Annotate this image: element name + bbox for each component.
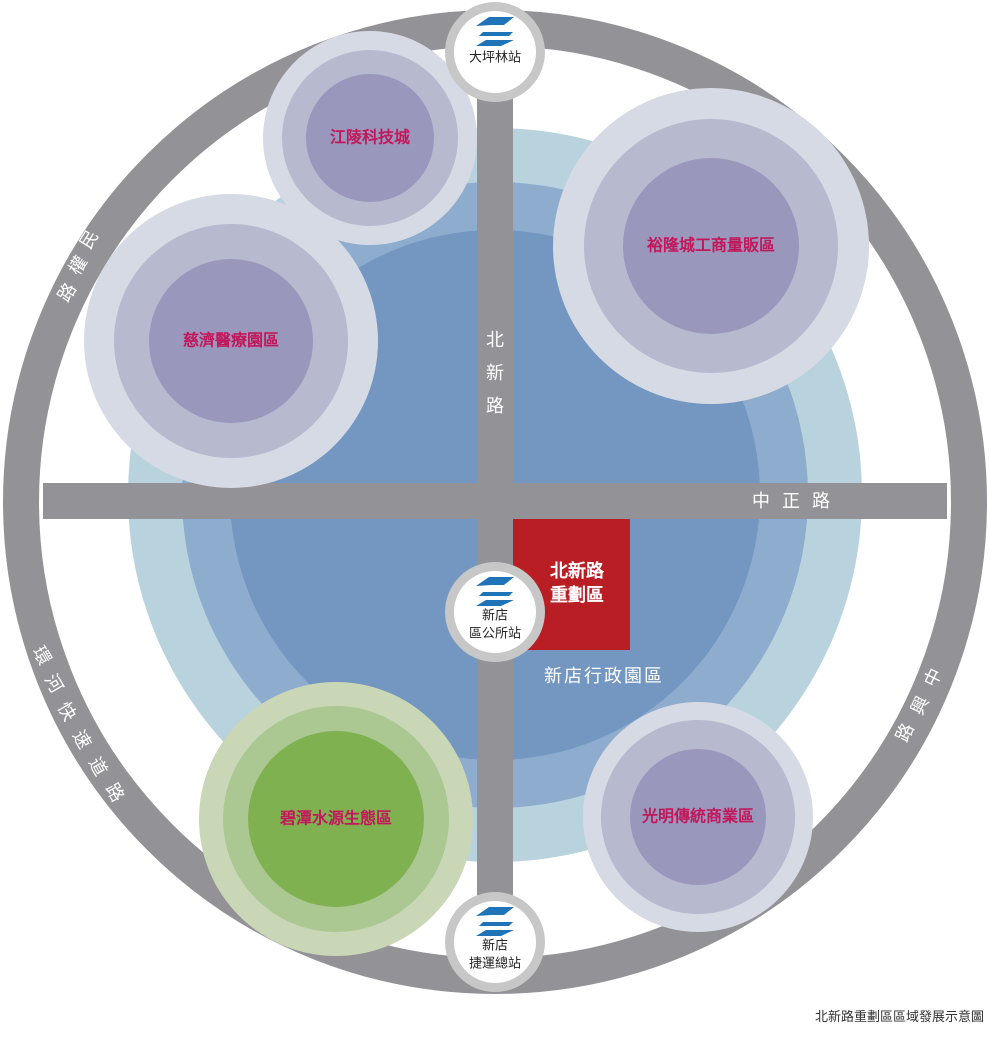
zone-guangming: 光明傳統商業區 xyxy=(583,702,813,932)
svg-text:北: 北 xyxy=(486,330,504,351)
zone-ciji-label: 慈濟醫療園區 xyxy=(183,331,279,350)
svg-text:正: 正 xyxy=(782,491,800,512)
station-dapinglin: 大坪林站 xyxy=(445,2,545,102)
zone-guangming-label: 光明傳統商業區 xyxy=(641,807,754,826)
metro-logo-icon xyxy=(476,907,514,936)
beixin-road-label: 北 新 路 xyxy=(486,330,504,417)
station-xindian: 新店 捷運總站 xyxy=(445,892,545,992)
zone-bitan-label: 碧潭水源生態區 xyxy=(279,809,392,828)
redevelopment-label-2: 重劃區 xyxy=(550,584,604,606)
station-xindian-label-2: 捷運總站 xyxy=(469,956,521,972)
metro-logo-icon xyxy=(476,577,514,606)
zone-jiangling: 江陵科技城 xyxy=(263,31,477,245)
station-district-office: 新店 區公所站 xyxy=(445,562,545,662)
zone-yulong-label: 裕隆城工商量販區 xyxy=(646,236,775,255)
zone-bitan: 碧潭水源生態區 xyxy=(199,682,473,956)
redevelopment-label-1: 北新路 xyxy=(550,560,605,582)
diagram-caption: 北新路重劃區區域發展示意圖 xyxy=(814,1010,984,1025)
beixin-road xyxy=(477,60,513,960)
zone-jiangling-label: 江陵科技城 xyxy=(330,128,410,147)
svg-text:中: 中 xyxy=(752,491,770,512)
admin-area-label: 新店行政園區 xyxy=(544,666,664,687)
station-dapinglin-label: 大坪林站 xyxy=(469,51,521,66)
station-xindian-label-1: 新店 xyxy=(482,938,508,954)
zone-ciji: 慈濟醫療園區 xyxy=(84,194,378,488)
svg-text:新: 新 xyxy=(486,363,504,384)
svg-text:路: 路 xyxy=(812,491,830,512)
svg-text:路: 路 xyxy=(486,396,504,417)
station-district-office-label-2: 區公所站 xyxy=(469,627,521,642)
zone-yulong: 裕隆城工商量販區 xyxy=(553,88,869,404)
metro-logo-icon xyxy=(476,17,514,46)
station-district-office-label-1: 新店 xyxy=(482,608,508,624)
zhongzheng-road-label: 中 正 路 xyxy=(752,491,830,512)
